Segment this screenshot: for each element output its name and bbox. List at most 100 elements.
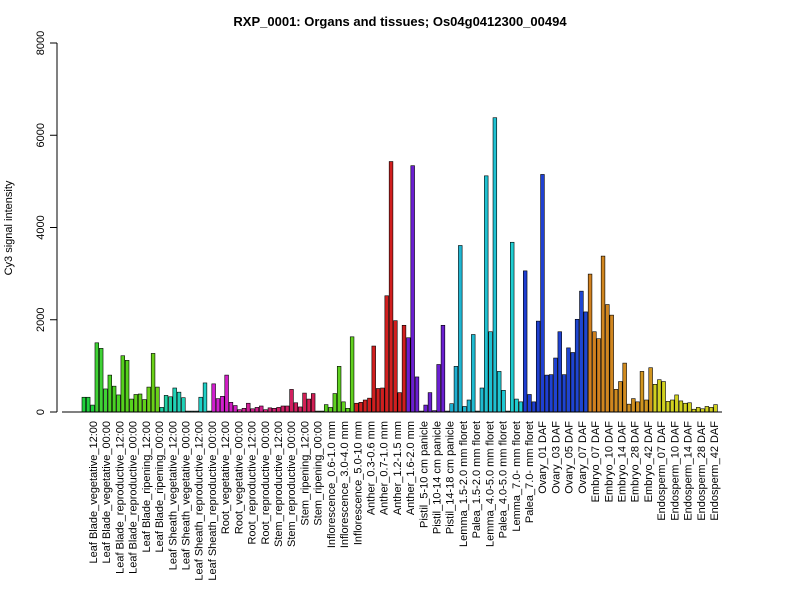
bar <box>670 399 675 413</box>
bar <box>427 392 433 413</box>
x-tick-label: Endosperm_07 DAF <box>656 421 668 521</box>
bar <box>341 401 346 413</box>
x-tick-label: Ovary_05 DAF <box>564 421 576 494</box>
bar <box>406 337 411 413</box>
bar <box>137 393 143 413</box>
bar <box>644 399 649 413</box>
bar <box>124 360 130 413</box>
bar <box>579 290 584 413</box>
bar <box>233 405 238 413</box>
bar <box>367 397 372 413</box>
bar <box>531 401 536 413</box>
x-tick-label: Anther_1.2-1.5 mm <box>392 421 404 515</box>
x-tick-label: Pistil_5-10 cm panicle <box>418 421 430 528</box>
bar <box>410 165 415 413</box>
x-tick-label: Inflorescence_5.0-10 mm <box>352 421 364 545</box>
bar <box>311 393 316 413</box>
bar <box>648 367 653 413</box>
x-tick-label: Pistil_14-18 cm panicle <box>445 421 457 534</box>
bar <box>362 399 368 413</box>
x-tick-label: Leaf Sheath_vegetative_00:00 <box>180 421 192 570</box>
x-tick-label: Embryo_14 DAF <box>617 421 629 503</box>
x-tick-label: Embryo_07 DAF <box>590 421 602 503</box>
bar <box>103 388 108 413</box>
bar <box>375 388 381 413</box>
bar <box>150 353 156 413</box>
chart-title: RXP_0001: Organs and tissues; Os04g04123… <box>233 14 567 29</box>
bar <box>436 364 441 413</box>
bar <box>540 174 545 413</box>
x-tick-label: Ovary_07 DAF <box>577 421 589 494</box>
x-tick-label: Ovary_01 DAF <box>537 421 549 494</box>
bar <box>259 405 264 413</box>
bar <box>687 402 692 413</box>
bar <box>293 402 299 413</box>
bar <box>146 386 151 413</box>
bar <box>198 396 203 413</box>
bar <box>336 366 342 413</box>
x-tick-label: Inflorescence_0.6-1.0 mm <box>326 421 338 548</box>
bar <box>380 387 385 413</box>
bar <box>553 357 558 413</box>
bar <box>622 362 627 413</box>
x-tick-label: Anther_0.7-1.0 mm <box>379 421 391 515</box>
bar <box>246 402 251 413</box>
bar <box>596 338 601 413</box>
x-tick-label: Root_vegetative_00:00 <box>233 421 245 534</box>
bar <box>228 402 234 413</box>
x-tick-label: Embryo_28 DAF <box>630 421 642 503</box>
x-tick-label: Leaf Blade_reproductive_00:00 <box>128 421 140 574</box>
bar <box>220 396 225 413</box>
bar <box>133 394 138 413</box>
bar <box>661 381 666 413</box>
bar <box>388 161 394 413</box>
bar <box>349 336 355 413</box>
bar <box>111 385 117 413</box>
bar <box>497 371 502 413</box>
x-tick-label: Endosperm_42 DAF <box>709 421 721 521</box>
bar <box>479 387 485 413</box>
bar <box>514 398 519 413</box>
bar <box>254 407 260 413</box>
bar <box>626 403 632 413</box>
bars-group <box>81 117 718 413</box>
bar <box>211 383 216 413</box>
bar <box>215 398 221 413</box>
y-tick-label: 0 <box>35 409 47 415</box>
bar <box>172 387 177 413</box>
bar <box>414 376 420 413</box>
x-tick-label: Endosperm_14 DAF <box>683 421 695 521</box>
bar <box>116 394 121 413</box>
bar <box>272 408 277 413</box>
bar <box>302 392 307 413</box>
bar <box>81 396 87 413</box>
bar <box>202 382 208 413</box>
y-tick-label: 6000 <box>35 123 47 147</box>
bar <box>241 408 247 413</box>
x-tick-label: Leaf Sheath_reproductive_12:00 <box>194 421 206 581</box>
x-tick-label: Stem_reproductive_00:00 <box>286 421 298 547</box>
x-tick-label: Stem_reproductive_12:00 <box>273 421 285 547</box>
bar <box>713 404 718 413</box>
bar <box>518 401 523 413</box>
bar <box>358 402 363 413</box>
x-tick-label: Leaf Sheath_vegetative_12:00 <box>167 421 179 570</box>
bar <box>535 320 541 413</box>
y-axis: 0 2000 4000 6000 8000 <box>35 31 58 415</box>
x-tick-label: Lemma_7.0- mm floret <box>511 421 523 532</box>
x-tick-label: Root_vegetative_12:00 <box>220 421 232 534</box>
x-tick-label: Palea_4.0-5.0 mm floret <box>498 421 510 538</box>
bar <box>683 402 688 413</box>
bar <box>657 379 662 413</box>
bar <box>332 393 337 413</box>
x-tick-label: Pistil_10-14 cm panicle <box>432 421 444 534</box>
x-tick-label: Inflorescence_3.0-4.0 mm <box>339 421 351 548</box>
bar <box>631 398 636 413</box>
bar <box>449 403 454 413</box>
bar <box>181 397 186 413</box>
bar <box>453 366 459 413</box>
x-tick-label: Leaf Sheath_reproductive_00:00 <box>207 421 219 581</box>
bar <box>484 175 489 413</box>
bar <box>678 400 684 413</box>
bar <box>635 401 640 413</box>
